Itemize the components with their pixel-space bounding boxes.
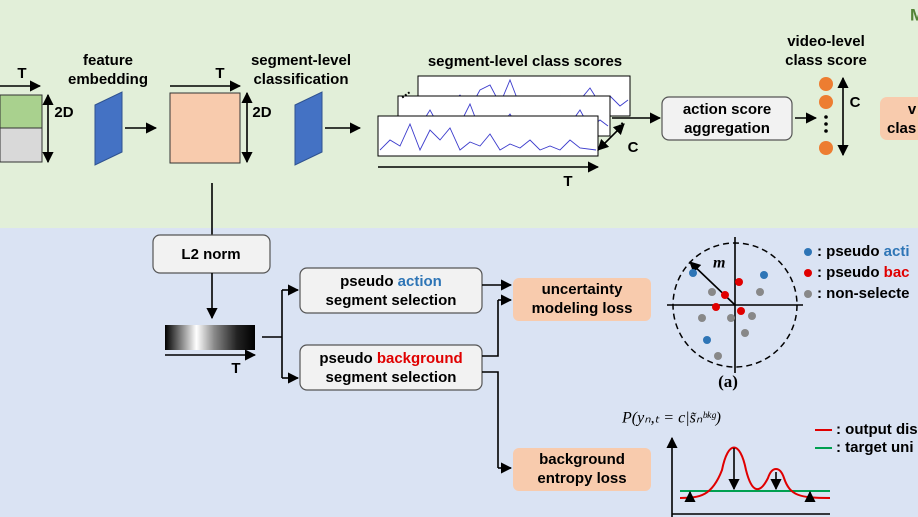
legend-text: : non-selecte bbox=[817, 285, 910, 302]
label: segment-level class scores bbox=[428, 53, 622, 70]
text: acti bbox=[884, 243, 910, 260]
label: classification bbox=[253, 71, 348, 88]
label: pseudo action bbox=[340, 273, 442, 290]
label: class score bbox=[785, 52, 867, 69]
label: uncertainty bbox=[542, 281, 624, 298]
label: feature bbox=[83, 52, 133, 69]
selection-box bbox=[299, 344, 483, 391]
text: : pseudo bbox=[817, 264, 884, 281]
aggregation-box bbox=[661, 96, 793, 141]
label: segment selection bbox=[326, 292, 457, 309]
label: segment-level bbox=[251, 52, 351, 69]
layer bbox=[294, 91, 323, 166]
legend-text: : pseudo bac bbox=[817, 264, 910, 281]
layer bbox=[94, 91, 123, 166]
label: L2 norm bbox=[181, 246, 240, 263]
label: T bbox=[563, 173, 572, 190]
text: bac bbox=[884, 264, 910, 281]
label: video-level bbox=[787, 33, 865, 50]
label: clas bbox=[887, 120, 916, 137]
legend-text: : output dis bbox=[836, 421, 918, 438]
text: pseudo bbox=[340, 273, 398, 290]
formula: P(yₙ,ₜ = c|s̃ₙᵇᵏᵍ) bbox=[621, 410, 721, 427]
label: background bbox=[539, 451, 625, 468]
label: C bbox=[628, 139, 639, 156]
panel-label: (a) bbox=[718, 372, 738, 391]
label: entropy loss bbox=[537, 470, 626, 487]
points bbox=[689, 269, 768, 360]
label: m bbox=[713, 255, 725, 272]
input-block bbox=[0, 94, 43, 129]
label: v bbox=[908, 101, 917, 118]
label: T bbox=[17, 65, 26, 82]
label: C bbox=[850, 94, 861, 111]
label: 2D bbox=[54, 104, 73, 121]
legend-text: : target uni bbox=[836, 439, 914, 456]
label: embedding bbox=[68, 71, 148, 88]
text: pseudo bbox=[319, 350, 377, 367]
input-block bbox=[0, 127, 43, 163]
selection-box bbox=[299, 267, 483, 314]
loss-box bbox=[513, 448, 651, 491]
label: T bbox=[215, 65, 224, 82]
text: : pseudo bbox=[817, 243, 884, 260]
embedding-block bbox=[169, 92, 241, 164]
label: T bbox=[231, 360, 240, 377]
label: action score bbox=[683, 101, 771, 118]
label: pseudo background bbox=[319, 350, 462, 367]
label: 2D bbox=[252, 104, 271, 121]
corner-label: M bbox=[910, 5, 918, 24]
legend-text: : pseudo acti bbox=[817, 243, 910, 260]
attention-bar bbox=[165, 325, 255, 350]
text: action bbox=[398, 273, 442, 290]
output-box bbox=[880, 97, 918, 140]
loss-box bbox=[513, 278, 651, 321]
text: background bbox=[377, 350, 463, 367]
label: modeling loss bbox=[532, 300, 633, 317]
label: aggregation bbox=[684, 120, 770, 137]
label: segment selection bbox=[326, 369, 457, 386]
